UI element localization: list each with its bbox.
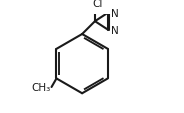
- Text: Cl: Cl: [92, 0, 102, 9]
- Text: CH₃: CH₃: [32, 82, 51, 92]
- Text: N: N: [111, 25, 119, 35]
- Text: N: N: [111, 9, 119, 19]
